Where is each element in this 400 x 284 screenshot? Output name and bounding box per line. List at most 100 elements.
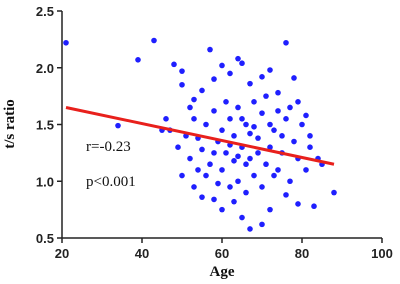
point xyxy=(235,178,241,185)
point xyxy=(179,81,185,88)
point xyxy=(115,122,121,129)
point xyxy=(235,153,241,160)
point xyxy=(191,96,197,103)
point xyxy=(275,167,281,173)
point xyxy=(235,104,241,111)
x-tick-label: 80 xyxy=(295,246,309,261)
point xyxy=(151,37,157,44)
point xyxy=(267,144,273,150)
point xyxy=(175,144,181,150)
point xyxy=(207,161,213,168)
point xyxy=(231,133,237,139)
point xyxy=(63,39,69,46)
point xyxy=(255,150,261,156)
point xyxy=(259,184,265,190)
point xyxy=(303,167,309,173)
point xyxy=(303,112,309,119)
point xyxy=(239,116,245,122)
point xyxy=(247,155,253,162)
point xyxy=(295,201,301,207)
point xyxy=(203,172,209,179)
point xyxy=(311,203,317,210)
point xyxy=(259,221,265,228)
point xyxy=(199,146,205,153)
point xyxy=(199,87,205,94)
fit-line xyxy=(65,106,335,166)
point xyxy=(251,172,257,179)
point xyxy=(287,104,293,111)
point xyxy=(291,75,297,81)
point xyxy=(223,150,229,156)
point xyxy=(227,116,233,122)
point xyxy=(275,108,281,114)
point xyxy=(291,138,297,145)
point xyxy=(247,130,253,137)
point xyxy=(243,161,249,168)
point xyxy=(191,184,197,190)
point xyxy=(251,123,257,130)
point xyxy=(219,167,225,173)
point xyxy=(219,127,225,133)
point xyxy=(259,110,265,116)
point xyxy=(307,133,313,139)
point xyxy=(219,62,225,69)
y-tick-label: 1.5 xyxy=(36,118,54,133)
point xyxy=(211,108,217,114)
point xyxy=(207,46,213,53)
x-tick-label: 20 xyxy=(55,246,69,261)
point xyxy=(219,206,225,213)
point xyxy=(199,194,205,200)
point xyxy=(187,155,193,162)
point xyxy=(271,172,277,179)
point xyxy=(283,39,289,46)
point xyxy=(135,57,141,63)
point xyxy=(227,184,233,190)
point xyxy=(231,198,237,205)
point xyxy=(247,226,253,232)
point xyxy=(331,189,337,196)
point xyxy=(267,67,273,73)
point xyxy=(283,116,289,122)
point xyxy=(279,133,285,139)
point xyxy=(179,172,185,179)
point xyxy=(163,116,169,122)
point xyxy=(179,68,185,74)
point xyxy=(203,121,209,128)
point xyxy=(263,161,269,168)
y-tick-label: 0.5 xyxy=(36,231,54,246)
x-tick-label: 60 xyxy=(215,246,229,261)
annotation: p<0.001 xyxy=(86,174,136,190)
x-tick-label: 100 xyxy=(371,246,393,261)
point xyxy=(243,189,249,196)
x-axis-label: Age xyxy=(210,264,235,280)
point xyxy=(235,55,241,62)
point xyxy=(287,178,293,185)
point xyxy=(223,99,229,105)
point xyxy=(171,61,177,68)
point xyxy=(195,167,201,173)
y-tick-label: 2.5 xyxy=(36,4,54,19)
point xyxy=(215,180,221,187)
point xyxy=(267,121,273,128)
point xyxy=(243,121,249,128)
annotation: r=-0.23 xyxy=(86,139,131,155)
point xyxy=(231,158,237,164)
point xyxy=(247,80,253,87)
point xyxy=(263,93,269,99)
point xyxy=(259,74,265,80)
point xyxy=(271,127,277,133)
point xyxy=(227,70,233,77)
point xyxy=(211,76,217,82)
y-axis-label: t/s ratio xyxy=(2,99,18,149)
point xyxy=(251,99,257,105)
x-tick-label: 40 xyxy=(135,246,149,261)
point xyxy=(283,192,289,198)
point xyxy=(191,116,197,122)
point xyxy=(295,99,301,105)
point xyxy=(255,135,261,141)
point xyxy=(267,206,273,213)
point xyxy=(307,144,313,150)
point xyxy=(211,196,217,203)
